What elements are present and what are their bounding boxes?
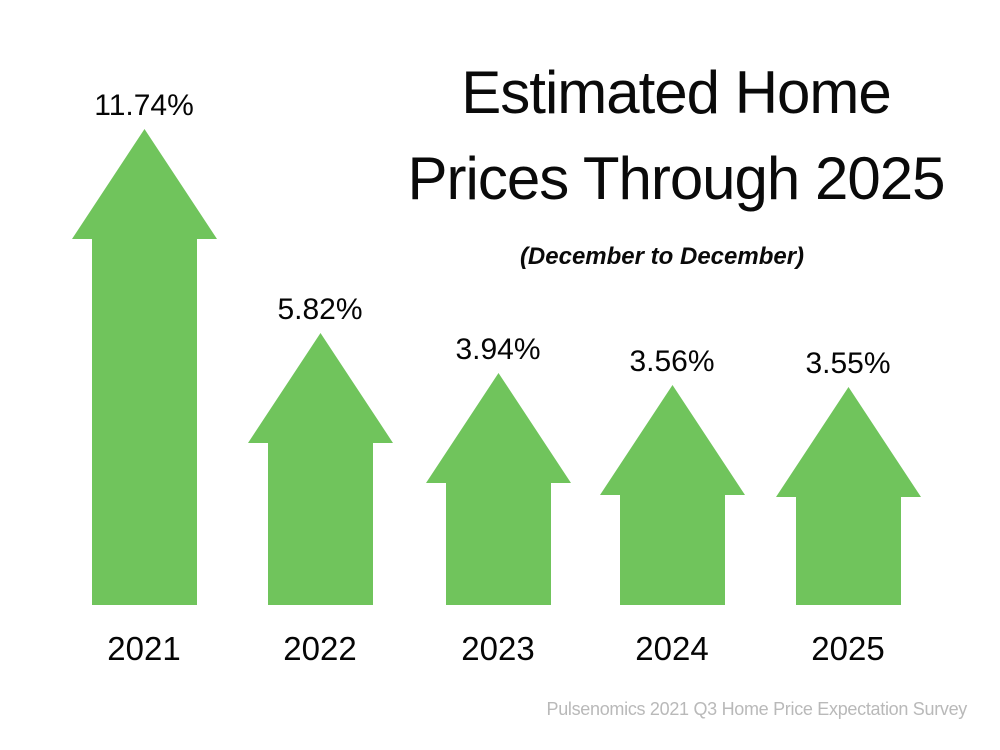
year-label-2022: 2022 [283, 630, 357, 667]
value-label-2023: 3.94% [455, 333, 541, 366]
value-label-2024: 3.56% [629, 345, 715, 378]
chart-title-line-1: Estimated Home [461, 59, 892, 126]
up-arrow-icon-2025 [775, 387, 921, 605]
up-arrow-icon-2021 [71, 129, 217, 605]
up-arrow-icon-2024 [599, 385, 745, 605]
value-label-2021: 11.74% [94, 89, 194, 122]
source-caption: Pulsenomics 2021 Q3 Home Price Expectati… [546, 699, 967, 719]
year-label-2025: 2025 [811, 630, 885, 667]
value-label-2022: 5.82% [277, 293, 363, 326]
year-label-2023: 2023 [461, 630, 535, 667]
up-arrow-icon-2022 [247, 333, 393, 605]
value-label-2025: 3.55% [805, 347, 891, 380]
up-arrow-icon-2023 [425, 373, 571, 605]
year-label-2024: 2024 [635, 630, 709, 667]
year-label-2021: 2021 [107, 630, 181, 667]
chart-title: Estimated Home Prices Through 2025 [396, 50, 956, 222]
chart-subtitle: (December to December) [519, 243, 805, 270]
chart-title-line-2: Prices Through 2025 [407, 144, 946, 212]
